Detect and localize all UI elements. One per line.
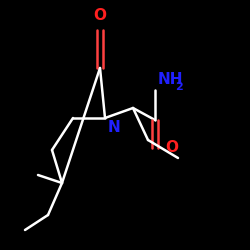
Text: NH: NH [158,72,183,88]
Text: O: O [165,140,178,156]
Text: N: N [108,120,120,136]
Text: O: O [94,8,106,22]
Text: 2: 2 [175,82,183,92]
